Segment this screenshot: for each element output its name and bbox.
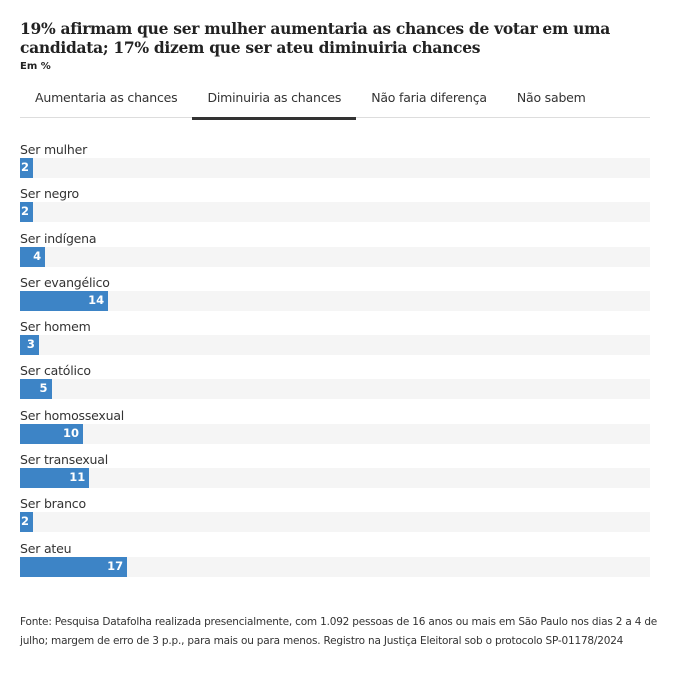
category-label: Ser indígena — [20, 230, 97, 246]
category-label: Ser católico — [20, 363, 91, 379]
bar: 5 — [20, 379, 52, 400]
bar-track: 5 — [20, 379, 650, 400]
category-label: Ser homossexual — [20, 407, 125, 423]
bar-row: Ser branco 2 — [20, 496, 650, 540]
bar: 11 — [20, 468, 90, 489]
bar-chart: Ser mulher 2 Ser negro 2 Ser indígena 4 Ser ev… — [20, 142, 650, 585]
bar: 2 — [20, 512, 33, 533]
bar-track: 4 — [20, 246, 650, 267]
bar-track: 17 — [20, 556, 650, 577]
bar-row: Ser indígena 4 — [20, 231, 650, 275]
bar-track: 2 — [20, 202, 650, 223]
bar: 2 — [20, 158, 33, 178]
category-label: Ser negro — [20, 186, 79, 202]
bar-value-label: 2 — [20, 204, 29, 219]
bar-track: 14 — [20, 290, 650, 311]
bar: 4 — [20, 246, 46, 267]
category-label: Ser homem — [20, 319, 91, 335]
tab-diminuiria[interactable]: Diminuiria as chances — [192, 84, 357, 120]
bar-value-label: 10 — [62, 425, 79, 440]
category-label: Ser branco — [20, 496, 86, 512]
bar-value-label: 14 — [88, 292, 105, 307]
bar-row: Ser católico 5 — [20, 363, 650, 407]
bar-track: 11 — [20, 468, 650, 489]
bar: 10 — [20, 423, 83, 444]
bar-row: Ser homossexual 10 — [20, 408, 650, 452]
bar-track: 2 — [20, 158, 650, 178]
tab-nao-faria-diferenca[interactable]: Não faria diferença — [371, 90, 487, 105]
tab-nao-sabem[interactable]: Não sabem — [516, 90, 586, 105]
bar: 2 — [20, 202, 33, 223]
bar-row: Ser negro 2 — [20, 186, 650, 230]
bar-row: Ser homem 3 — [20, 319, 650, 363]
bar-value-label: 17 — [107, 558, 124, 573]
bar-value-label: 4 — [33, 248, 42, 263]
chart-subtitle: Em % — [20, 61, 51, 72]
category-label: Ser mulher — [20, 142, 88, 157]
bar: 3 — [20, 335, 39, 356]
bar: 17 — [20, 556, 128, 577]
bar-track: 10 — [20, 423, 650, 444]
tab-bar: Aumentaria as chances Diminuiria as chan… — [20, 84, 650, 120]
bar-row: Ser transexual 11 — [20, 452, 650, 496]
bar-value-label: 11 — [69, 470, 86, 485]
bar: 14 — [20, 290, 109, 311]
category-label: Ser ateu — [20, 540, 72, 556]
bar-value-label: 3 — [26, 337, 35, 352]
bar-track: 2 — [20, 512, 650, 533]
bar-value-label: 2 — [20, 514, 29, 529]
source-note: Fonte: Pesquisa Datafolha realizada pres… — [20, 616, 658, 647]
bar-value-label: 2 — [20, 160, 29, 174]
category-label: Ser transexual — [20, 452, 108, 468]
bar-row: Ser ateu 17 — [20, 541, 650, 585]
chart-title: 19% afirmam que ser mulher aumentaria as… — [20, 19, 610, 57]
bar-track: 3 — [20, 335, 650, 356]
bar-value-label: 5 — [39, 381, 48, 396]
bar-row: Ser mulher 2 — [20, 142, 650, 186]
tab-aumentaria[interactable]: Aumentaria as chances — [35, 90, 178, 105]
category-label: Ser evangélico — [20, 274, 110, 290]
bar-row: Ser evangélico 14 — [20, 275, 650, 319]
